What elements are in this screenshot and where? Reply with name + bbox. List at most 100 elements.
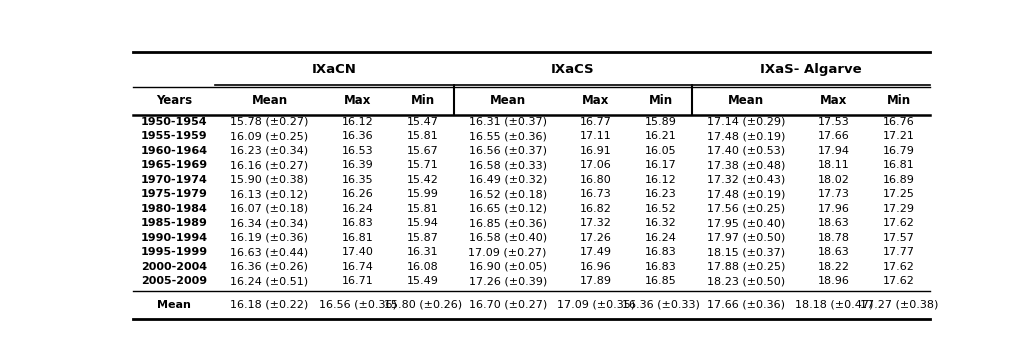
Text: 16.24 (±0.51): 16.24 (±0.51): [231, 276, 308, 286]
Text: 15.49: 15.49: [407, 276, 439, 286]
Text: 17.48 (±0.19): 17.48 (±0.19): [707, 189, 785, 199]
Text: 17.29: 17.29: [883, 204, 915, 214]
Text: 17.40: 17.40: [342, 247, 374, 257]
Text: 17.09 (±0.27): 17.09 (±0.27): [469, 247, 546, 257]
Text: 17.11: 17.11: [580, 131, 612, 142]
Text: 17.09 (±0.35): 17.09 (±0.35): [557, 300, 634, 310]
Text: 16.82: 16.82: [580, 204, 612, 214]
Text: 16.49 (±0.32): 16.49 (±0.32): [469, 175, 546, 185]
Text: 16.65 (±0.12): 16.65 (±0.12): [469, 204, 546, 214]
Text: 18.78: 18.78: [818, 233, 850, 243]
Text: 17.96: 17.96: [818, 204, 850, 214]
Text: 17.21: 17.21: [883, 131, 915, 142]
Text: 16.12: 16.12: [342, 117, 374, 127]
Text: 17.57: 17.57: [883, 233, 915, 243]
Text: 1970-1974: 1970-1974: [141, 175, 208, 185]
Text: 17.26: 17.26: [580, 233, 612, 243]
Text: 16.31 (±0.37): 16.31 (±0.37): [469, 117, 546, 127]
Text: 1950-1954: 1950-1954: [141, 117, 208, 127]
Text: 17.40 (±0.53): 17.40 (±0.53): [707, 146, 785, 156]
Text: 17.73: 17.73: [818, 189, 850, 199]
Text: 16.36 (±0.26): 16.36 (±0.26): [231, 262, 308, 272]
Text: 16.52: 16.52: [645, 204, 677, 214]
Text: 16.83: 16.83: [645, 262, 677, 272]
Text: 18.18 (±0.47): 18.18 (±0.47): [795, 300, 873, 310]
Text: 16.70 (±0.27): 16.70 (±0.27): [469, 300, 546, 310]
Text: 16.39: 16.39: [342, 160, 374, 171]
Text: 15.89: 15.89: [645, 117, 677, 127]
Text: 18.63: 18.63: [818, 247, 850, 257]
Text: 16.58 (±0.40): 16.58 (±0.40): [469, 233, 546, 243]
Text: 16.91: 16.91: [580, 146, 612, 156]
Text: 1955-1959: 1955-1959: [141, 131, 208, 142]
Text: 16.89: 16.89: [883, 175, 915, 185]
Text: 17.14 (±0.29): 17.14 (±0.29): [707, 117, 785, 127]
Text: 16.79: 16.79: [883, 146, 915, 156]
Text: 16.21: 16.21: [645, 131, 677, 142]
Text: 15.42: 15.42: [407, 175, 439, 185]
Text: 16.83: 16.83: [342, 218, 374, 228]
Text: Min: Min: [411, 94, 435, 107]
Text: 16.58 (±0.33): 16.58 (±0.33): [469, 160, 546, 171]
Text: 15.81: 15.81: [407, 131, 439, 142]
Text: 18.15 (±0.37): 18.15 (±0.37): [707, 247, 785, 257]
Text: 17.56 (±0.25): 17.56 (±0.25): [707, 204, 785, 214]
Text: 1995-1999: 1995-1999: [141, 247, 208, 257]
Text: 16.23 (±0.34): 16.23 (±0.34): [231, 146, 308, 156]
Text: 16.56 (±0.37): 16.56 (±0.37): [469, 146, 546, 156]
Text: 16.23: 16.23: [645, 189, 677, 199]
Text: IXaS- Algarve: IXaS- Algarve: [760, 63, 861, 76]
Text: 16.24: 16.24: [645, 233, 677, 243]
Text: 17.53: 17.53: [818, 117, 850, 127]
Text: Mean: Mean: [490, 94, 526, 107]
Text: 17.89: 17.89: [580, 276, 612, 286]
Text: 17.77: 17.77: [883, 247, 915, 257]
Text: 18.02: 18.02: [818, 175, 850, 185]
Text: 16.16 (±0.27): 16.16 (±0.27): [231, 160, 308, 171]
Text: Mean: Mean: [728, 94, 764, 107]
Text: 16.09 (±0.25): 16.09 (±0.25): [231, 131, 308, 142]
Text: 16.17: 16.17: [645, 160, 677, 171]
Text: Min: Min: [649, 94, 673, 107]
Text: 16.77: 16.77: [580, 117, 612, 127]
Text: 17.62: 17.62: [883, 262, 915, 272]
Text: 16.83: 16.83: [645, 247, 677, 257]
Text: 17.66: 17.66: [818, 131, 850, 142]
Text: 16.76: 16.76: [883, 117, 915, 127]
Text: 17.62: 17.62: [883, 276, 915, 286]
Text: 16.80: 16.80: [580, 175, 612, 185]
Text: 1965-1969: 1965-1969: [141, 160, 208, 171]
Text: 1980-1984: 1980-1984: [141, 204, 208, 214]
Text: 16.31: 16.31: [407, 247, 439, 257]
Text: 17.27 (±0.38): 17.27 (±0.38): [860, 300, 938, 310]
Text: 15.81: 15.81: [407, 204, 439, 214]
Text: Years: Years: [156, 94, 193, 107]
Text: 16.12: 16.12: [645, 175, 677, 185]
Text: 17.94: 17.94: [818, 146, 850, 156]
Text: 1960-1964: 1960-1964: [141, 146, 208, 156]
Text: 2000-2004: 2000-2004: [142, 262, 207, 272]
Text: 16.81: 16.81: [883, 160, 915, 171]
Text: 16.71: 16.71: [342, 276, 374, 286]
Text: 16.32: 16.32: [645, 218, 677, 228]
Text: IXaCS: IXaCS: [551, 63, 594, 76]
Text: 16.81: 16.81: [342, 233, 374, 243]
Text: 17.06: 17.06: [580, 160, 612, 171]
Text: 15.94: 15.94: [407, 218, 439, 228]
Text: 18.96: 18.96: [818, 276, 850, 286]
Text: 17.38 (±0.48): 17.38 (±0.48): [707, 160, 785, 171]
Text: 16.35: 16.35: [342, 175, 374, 185]
Text: 16.19 (±0.36): 16.19 (±0.36): [231, 233, 308, 243]
Text: 1985-1989: 1985-1989: [141, 218, 208, 228]
Text: Max: Max: [582, 94, 610, 107]
Text: 16.07 (±0.18): 16.07 (±0.18): [231, 204, 308, 214]
Text: 16.34 (±0.34): 16.34 (±0.34): [231, 218, 308, 228]
Text: 17.49: 17.49: [580, 247, 612, 257]
Text: 15.80 (±0.26): 15.80 (±0.26): [384, 300, 462, 310]
Text: 17.48 (±0.19): 17.48 (±0.19): [707, 131, 785, 142]
Text: Mean: Mean: [252, 94, 288, 107]
Text: 16.73: 16.73: [580, 189, 612, 199]
Text: 16.08: 16.08: [407, 262, 439, 272]
Text: Max: Max: [344, 94, 372, 107]
Text: 16.74: 16.74: [342, 262, 374, 272]
